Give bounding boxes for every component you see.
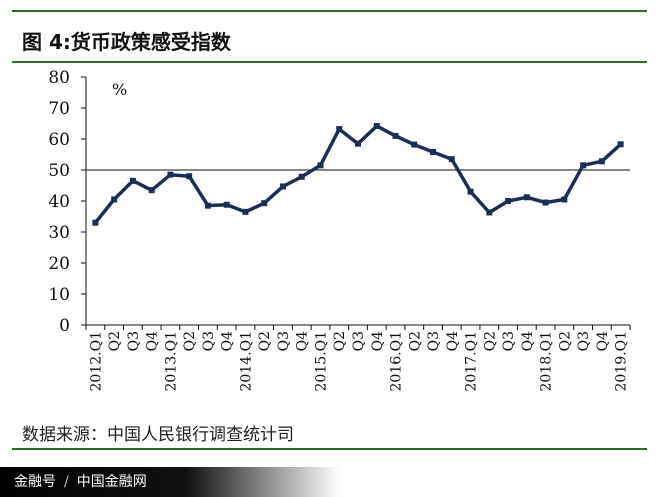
x-tick-label: Q3: [576, 331, 592, 351]
data-point: [617, 141, 624, 148]
x-tick-label: 2017.Q1: [464, 331, 480, 391]
series-layer: [92, 122, 624, 226]
x-tick-label: Q4: [445, 331, 461, 351]
data-point: [523, 194, 530, 201]
data-point: [261, 200, 268, 207]
x-tick-label: Q3: [501, 331, 517, 351]
y-tick-label: 50: [48, 161, 70, 181]
unit-label: %: [112, 80, 127, 99]
x-tick-label: Q3: [126, 331, 142, 351]
x-tick-label: 2018.Q1: [539, 331, 555, 391]
data-point: [580, 162, 587, 169]
title-rule: [12, 61, 647, 63]
watermark-site: 中国金融网: [76, 474, 147, 490]
watermark-brand: 金融号: [14, 474, 56, 490]
figure-title: 图 4:货币政策感受指数: [22, 30, 231, 54]
watermark-separator: /: [64, 474, 69, 490]
data-point: [373, 122, 380, 129]
data-point: [598, 158, 605, 165]
data-point: [223, 201, 230, 208]
x-tick-label: Q4: [295, 331, 311, 351]
x-tick-label: Q3: [201, 331, 217, 351]
x-tick-label: Q2: [407, 331, 423, 351]
data-point: [242, 208, 249, 215]
x-tick-label: Q4: [145, 331, 161, 351]
x-tick-label: 2019.Q1: [614, 331, 630, 391]
data-point: [167, 171, 174, 178]
y-tick-label: 20: [48, 254, 70, 274]
data-point: [505, 198, 512, 204]
data-point: [355, 140, 361, 147]
data-point: [448, 156, 455, 163]
data-point: [430, 149, 437, 156]
data-point: [317, 162, 324, 169]
data-point: [92, 219, 99, 226]
y-tick-label: 30: [48, 223, 70, 243]
y-tick-label: 70: [48, 99, 70, 119]
top-rule: [12, 10, 647, 12]
data-point: [148, 187, 155, 194]
data-point: [411, 141, 418, 148]
y-tick-label: 60: [48, 130, 70, 150]
x-tick-label: Q2: [482, 331, 498, 351]
series-line: [94, 124, 622, 224]
x-tick-label: Q3: [276, 331, 292, 351]
data-point: [129, 177, 136, 184]
data-point: [279, 183, 286, 190]
data-point: [111, 196, 118, 203]
x-tick-label: 2015.Q1: [313, 331, 329, 391]
x-tick-label: 2013.Q1: [163, 331, 179, 391]
data-point: [561, 196, 568, 203]
watermark-bar: 金融号 / 中国金融网: [0, 467, 340, 497]
x-tick-label: Q4: [220, 331, 236, 351]
data-point: [204, 202, 211, 209]
bottom-rule: [12, 448, 647, 450]
x-tick-label: Q2: [332, 331, 348, 351]
y-tick-label: 10: [48, 285, 70, 305]
x-tick-label: Q2: [182, 331, 198, 351]
x-tick-label: Q4: [595, 331, 611, 351]
data-point: [186, 173, 193, 180]
x-tick-label: 2016.Q1: [389, 331, 405, 391]
x-tick-labels: 2012.Q1 Q2 Q3 Q4 2013.Q1 Q2 Q3 Q4 2014.Q1 Q2 Q3 Q4 2…: [85, 325, 631, 391]
data-point: [467, 188, 474, 195]
x-tick-label: 2012.Q1: [88, 331, 104, 391]
y-tick-label: 40: [48, 192, 70, 212]
x-tick-label: Q3: [351, 331, 367, 351]
source-note: 数据来源：中国人民银行调查统计司: [22, 425, 294, 445]
x-tick-label: Q2: [257, 331, 273, 351]
data-point: [298, 173, 305, 180]
y-tick-label: 0: [59, 316, 70, 336]
x-tick-label: Q2: [557, 331, 573, 351]
y-tick-label: 80: [48, 68, 70, 88]
data-point: [542, 199, 549, 206]
data-point: [336, 126, 343, 133]
data-point: [486, 209, 493, 216]
data-point: [392, 132, 399, 139]
x-tick-label: Q3: [426, 331, 442, 351]
x-tick-label: Q4: [520, 331, 536, 351]
x-tick-label: 2014.Q1: [238, 331, 254, 391]
x-tick-label: Q2: [107, 331, 123, 351]
y-tick-labels: 0 10 20 30 40 50 60 70 80: [48, 68, 86, 336]
x-tick-label: Q4: [370, 331, 386, 351]
